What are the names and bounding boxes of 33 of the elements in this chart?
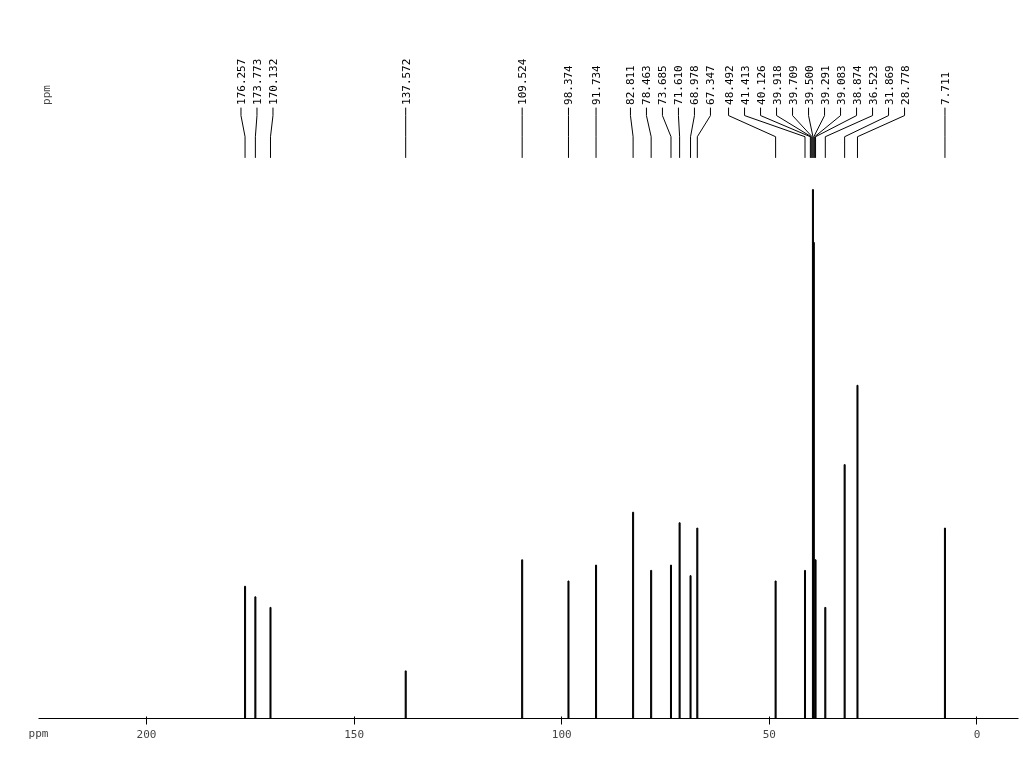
annotation: 39.500 bbox=[802, 65, 816, 105]
annotation: 109.524 bbox=[516, 58, 530, 105]
annotation: 82.811 bbox=[624, 65, 638, 105]
x-tick-label: 200 bbox=[136, 727, 157, 741]
annotation: 48.492 bbox=[722, 65, 736, 105]
annotation: 91.734 bbox=[590, 64, 604, 105]
annotation: 39.083 bbox=[834, 65, 848, 105]
annotation: 36.523 bbox=[866, 65, 880, 105]
x-tick-label: 0 bbox=[973, 727, 981, 741]
annotation: 39.291 bbox=[818, 65, 832, 105]
annotation: 170.132 bbox=[266, 58, 280, 105]
annotation: 39.918 bbox=[770, 65, 784, 105]
annotation: 67.347 bbox=[704, 65, 718, 105]
annotation: 41.413 bbox=[738, 65, 752, 105]
annotation: 137.572 bbox=[399, 58, 413, 105]
x-axis-title: ppm bbox=[28, 726, 49, 740]
x-tick-label: 150 bbox=[344, 727, 365, 741]
annotation: 38.874 bbox=[850, 64, 864, 105]
x-tick-label: 50 bbox=[762, 727, 776, 741]
annotation: 173.773 bbox=[250, 58, 264, 105]
annotation: 71.610 bbox=[672, 65, 686, 105]
annotation: 39.709 bbox=[786, 65, 800, 105]
annotation: 176.257 bbox=[234, 58, 248, 105]
annotation: 68.978 bbox=[688, 65, 702, 105]
annotation: 73.685 bbox=[656, 65, 670, 105]
annotation: 28.778 bbox=[898, 65, 912, 105]
annotation: 31.869 bbox=[882, 65, 896, 105]
x-tick-label: 100 bbox=[551, 727, 572, 741]
annotation: 98.374 bbox=[562, 64, 576, 105]
annotation: 78.463 bbox=[640, 65, 654, 105]
text: ppm bbox=[40, 84, 53, 105]
annotation: 40.126 bbox=[754, 65, 768, 105]
annotation: 7.711 bbox=[938, 71, 952, 105]
